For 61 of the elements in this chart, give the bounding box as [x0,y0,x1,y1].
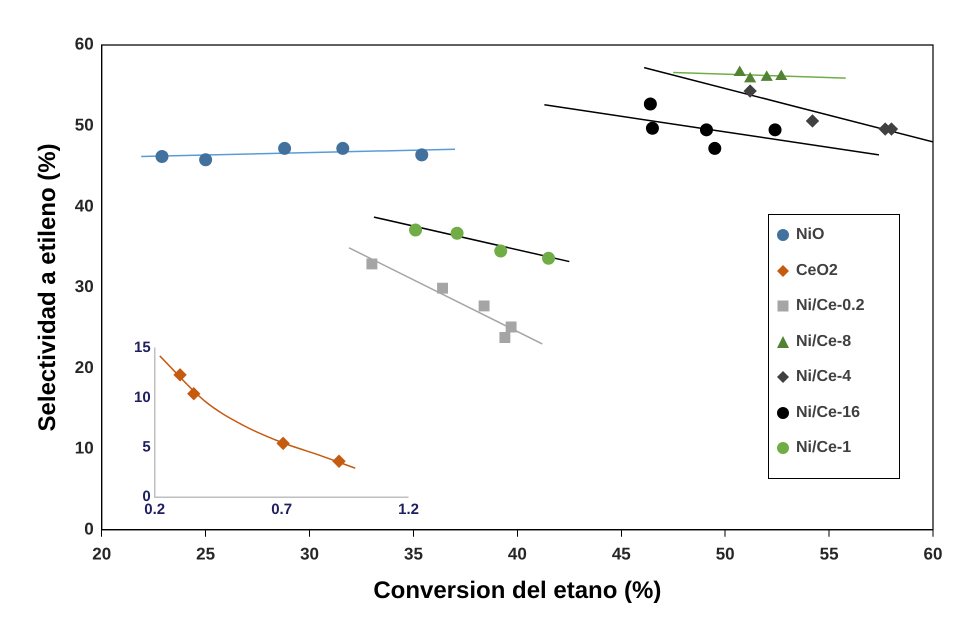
y-tick-label: 60 [74,34,94,54]
point [494,244,508,258]
point [336,142,350,155]
point [744,84,757,98]
y-tick-label: 10 [74,438,94,458]
x-axis-title: Conversion del etano (%) [373,577,662,604]
point [366,258,378,270]
x-tick-label: 50 [716,544,735,564]
point [450,226,464,240]
point [761,70,772,81]
point [437,282,448,294]
y-axis-title: Selectividad a etileno (%) [34,143,62,432]
point [700,123,713,136]
x-tick-label: 0.2 [144,501,166,518]
point [155,150,168,164]
y-tick-label: 15 [134,339,151,356]
x-tick-label: 0.7 [271,501,292,518]
x-tick-label: 40 [508,544,527,564]
x-tick-label: 20 [92,544,112,564]
point [506,322,517,332]
point [708,142,722,155]
legend-label: CeO2 [796,262,838,280]
legend-label: Ni/Ce-8 [796,332,852,350]
y-tick-label: 10 [134,388,151,406]
y-tick-label: 40 [74,196,94,216]
point [806,114,819,128]
legend-label: NiO [796,226,824,244]
legend-label: Ni/Ce-4 [796,368,852,386]
point [776,70,787,80]
legend-label: Ni/Ce-16 [796,404,860,422]
y-tick-label: 5 [142,438,151,456]
legend-label: Ni/Ce-1 [796,439,852,457]
x-tick-label: 35 [404,544,423,564]
x-tick-label: 60 [924,544,942,564]
point [499,332,510,343]
x-tick-label: 25 [196,544,216,564]
point [744,72,756,82]
point [644,97,657,110]
point [734,66,746,76]
x-tick-label: 45 [612,544,631,564]
point [646,122,659,135]
y-tick-label: 30 [74,277,94,296]
point [409,224,422,237]
point [478,300,490,312]
y-tick-label: 20 [74,358,94,377]
legend-label: Ni/Ce-0.2 [796,297,864,315]
point [768,123,782,136]
line-series [159,355,356,469]
x-tick-label: 1.2 [398,501,420,518]
point [174,368,187,382]
point [542,252,556,265]
x-tick-label: 55 [820,544,839,564]
point [415,148,428,162]
point [187,387,200,400]
y-tick-label: 0 [84,519,94,538]
y-tick-label: 50 [74,115,94,134]
point [278,142,292,155]
x-tick-label: 30 [300,544,319,564]
point [332,454,346,468]
point [276,436,290,450]
point [199,153,212,166]
